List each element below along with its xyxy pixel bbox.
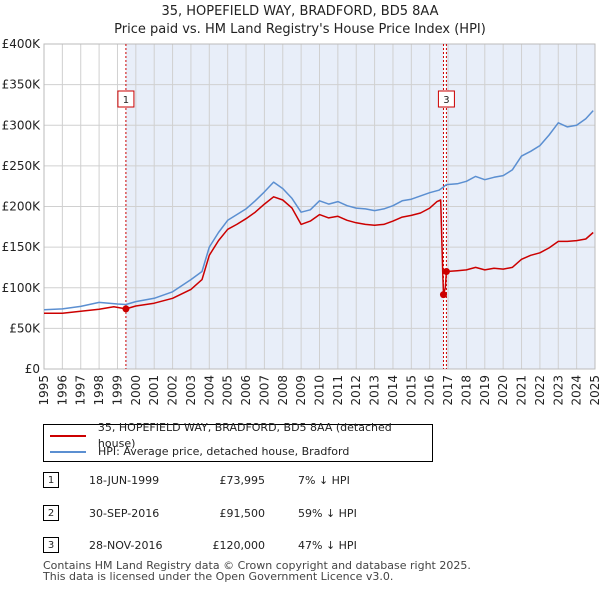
sale-date: 30-SEP-2016 (89, 507, 160, 520)
sale-price: £73,995 (219, 474, 266, 487)
x-tick-label: 1997 (74, 375, 88, 406)
legend-label-property: 35, HOPEFIELD WAY, BRADFORD, BD5 8AA (de… (97, 421, 392, 450)
sale-date: 28-NOV-2016 (89, 539, 163, 552)
x-tick-label: 2011 (331, 375, 345, 406)
title-line-2: Price paid vs. HM Land Registry's House … (114, 22, 486, 37)
sale-hpi-diff: 59% ↓ HPI (298, 507, 357, 520)
y-tick-label: £250K (2, 159, 42, 173)
legend-label-hpi: HPI: Average price, detached house, Brad… (98, 445, 350, 458)
sale-point (442, 268, 450, 275)
x-tick-label: 2020 (496, 375, 510, 406)
legend-item-hpi: HPI: Average price, detached house, Brad… (50, 444, 349, 460)
x-tick-label: 2003 (184, 375, 198, 406)
sale-hpi-diff: 7% ↓ HPI (298, 474, 350, 487)
x-tick-label: 2016 (423, 375, 437, 406)
sale-number-badge: 2 (43, 505, 59, 521)
x-tick-label: 2012 (349, 375, 363, 406)
footer-copyright: Contains HM Land Registry data © Crown c… (43, 559, 471, 572)
footer: Contains HM Land Registry data © Crown c… (43, 560, 471, 582)
x-tick-label: 2022 (533, 375, 547, 406)
sale-label-box (117, 90, 135, 108)
sale-label-number: 3 (443, 95, 449, 106)
sale-number-badge: 3 (43, 537, 59, 553)
x-tick-label: 2006 (239, 375, 253, 406)
sale-date: 18-JUN-1999 (89, 474, 160, 487)
x-tick-label: 2024 (570, 375, 584, 406)
x-tick-label: 2014 (386, 375, 400, 406)
y-tick-label: £350K (2, 78, 42, 92)
x-tick-label: 2025 (588, 375, 600, 406)
y-tick-label: £300K (2, 118, 42, 132)
chart-title: 35, HOPEFIELD WAY, BRADFORD, BD5 8AA Pri… (0, 3, 600, 39)
x-tick-label: 2019 (478, 375, 492, 406)
x-tick-label: 2015 (404, 375, 418, 406)
y-tick-label: £0 (25, 362, 40, 376)
x-tick-label: 2010 (313, 375, 327, 406)
x-tick-label: 2023 (551, 375, 565, 406)
x-tick-label: 2013 (368, 375, 382, 406)
y-tick-label: £50K (9, 321, 41, 335)
footer-licence: This data is licensed under the Open Gov… (43, 570, 394, 583)
sale-label-number: 1 (123, 95, 129, 106)
sale-label-box (437, 90, 455, 108)
legend-swatch-hpi (50, 451, 86, 453)
table-row: 3 28-NOV-2016 £120,000 47% ↓ HPI (43, 537, 463, 555)
x-tick-label: 2007 (257, 375, 271, 406)
y-tick-label: £200K (2, 200, 42, 214)
x-tick-label: 2001 (147, 375, 161, 406)
sale-hpi-diff: 47% ↓ HPI (298, 539, 357, 552)
sale-number-badge: 1 (43, 472, 59, 488)
legend-item-property: 35, HOPEFIELD WAY, BRADFORD, BD5 8AA (de… (50, 421, 432, 450)
x-tick-label: 2021 (515, 375, 529, 406)
legend-swatch-property (50, 435, 86, 437)
x-tick-label: 1995 (37, 375, 51, 406)
price-chart: 1 3 £0 £50K £100K £150K £200K £250K £300K £350K £… (2, 37, 600, 406)
sale-price: £120,000 (212, 539, 266, 552)
hpi-line (43, 110, 594, 311)
x-tick-label: 2004 (202, 375, 216, 406)
y-tick-label: £100K (2, 281, 42, 295)
table-row: 2 30-SEP-2016 £91,500 59% ↓ HPI (43, 505, 463, 523)
x-tick-label: 2000 (129, 375, 143, 406)
y-tick-label: £400K (2, 37, 42, 51)
x-tick-label: 1996 (55, 375, 69, 406)
sale-point (122, 305, 130, 313)
x-tick-label: 2009 (294, 375, 308, 406)
x-tick-label: 2017 (441, 375, 455, 406)
y-tick-label: £150K (2, 240, 42, 254)
sale-point (439, 291, 447, 299)
table-row: 1 18-JUN-1999 £73,995 7% ↓ HPI (43, 472, 463, 490)
x-tick-label: 2008 (276, 375, 290, 406)
plot-border (43, 43, 596, 370)
x-tick-label: 1999 (110, 375, 124, 406)
title-line-1: 35, HOPEFIELD WAY, BRADFORD, BD5 8AA (161, 4, 439, 19)
x-tick-label: 2002 (166, 375, 180, 406)
x-tick-label: 2018 (459, 375, 473, 406)
property-price-line (44, 196, 594, 315)
sale-price: £91,500 (219, 507, 266, 520)
x-tick-label: 1998 (92, 375, 106, 406)
legend: 35, HOPEFIELD WAY, BRADFORD, BD5 8AA (de… (43, 421, 433, 462)
x-tick-label: 2005 (221, 375, 235, 406)
